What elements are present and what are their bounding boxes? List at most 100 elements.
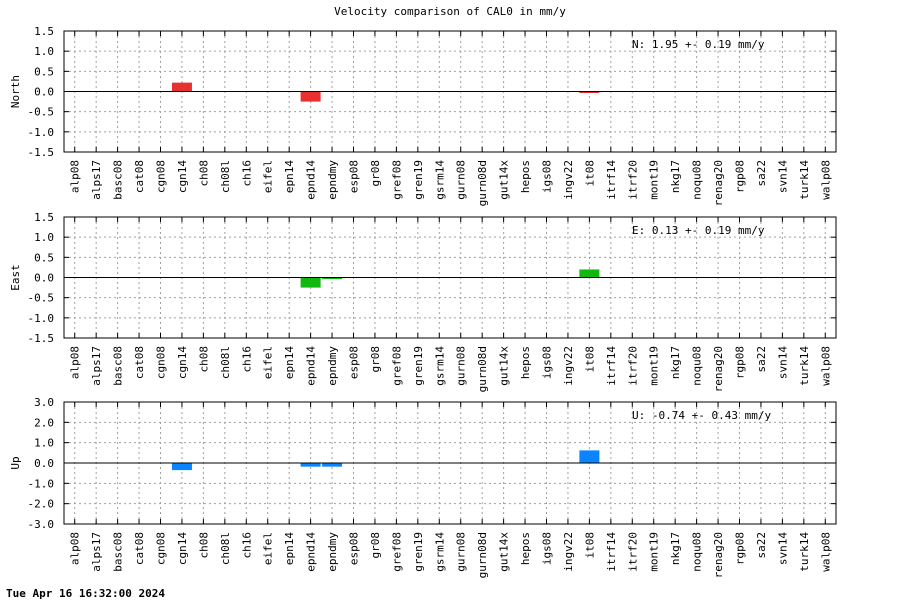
x-tick-label: gren19 [412,346,425,386]
x-tick-label: noqu08 [691,532,704,572]
x-tick-label: cgn14 [176,160,189,193]
x-tick-label: walp08 [819,160,832,200]
bar-epnd14 [300,463,321,467]
bar-cgn14 [171,463,192,471]
x-tick-label: svn14 [776,346,789,379]
x-tick-label: epndmy [326,346,339,386]
x-tick-label: gut14x [498,346,511,386]
x-tick-label: gren19 [412,160,425,200]
x-tick-label: nkg17 [669,532,682,565]
y-tick-label: -0.5 [28,292,55,305]
x-tick-label: svn14 [776,160,789,193]
x-tick-label: turk14 [798,160,811,200]
x-tick-label: hepos [519,346,532,379]
x-tick-label: alps17 [90,346,103,386]
velocity-annotation: U: -0.74 +- 0.43 mm/y [632,409,771,422]
x-tick-label: hepos [519,532,532,565]
x-tick-label: hepos [519,160,532,193]
y-tick-label: 0.0 [34,457,54,470]
x-tick-label: gr08 [369,160,382,187]
x-tick-label: cgn14 [176,346,189,379]
x-tick-label: mont19 [648,160,661,200]
x-tick-label: nkg17 [669,346,682,379]
x-tick-label: ch08l [219,160,232,193]
x-tick-label: it08 [583,532,596,559]
x-tick-label: rgp08 [734,532,747,565]
x-tick-label: gut14x [498,160,511,200]
x-tick-label: basc08 [112,532,125,572]
x-tick-label: gut14x [498,532,511,572]
y-tick-label: -1.0 [28,477,55,490]
x-tick-label: gurn08 [455,346,468,386]
x-tick-label: gsrm14 [433,346,446,386]
x-tick-label: cgn08 [155,346,168,379]
y-axis-label: Up [9,456,22,469]
plot-frame [63,401,837,525]
bar-epndmy [322,463,343,467]
x-tick-label: cgn08 [155,160,168,193]
x-tick-label: gurn08d [476,532,489,578]
x-tick-label: it08 [583,346,596,373]
x-tick-label: ingv22 [562,160,575,200]
x-tick-label: mont19 [648,346,661,386]
x-tick-label: ch16 [240,346,253,373]
x-tick-label: alp08 [69,532,82,565]
x-tick-label: cgn14 [176,532,189,565]
plot-frame [63,30,837,153]
x-tick-label: it08 [583,160,596,187]
x-tick-label: epndmy [326,532,339,572]
x-tick-label: igs08 [541,160,554,193]
x-tick-label: epnd14 [305,532,318,572]
x-tick-label: ch16 [240,160,253,187]
x-tick-label: mont19 [648,532,661,572]
velocity-annotation: N: 1.95 +- 0.19 mm/y [632,38,765,51]
x-tick-label: itrf20 [626,160,639,200]
y-axis-label: East [9,264,22,291]
x-tick-label: igs08 [541,346,554,379]
y-tick-label: -3.0 [28,518,55,531]
y-tick-label: 0.5 [34,251,54,264]
x-tick-label: epnd14 [305,160,318,200]
x-tick-label: turk14 [798,532,811,572]
bar-it08 [579,450,600,463]
x-tick-label: ch08 [197,346,210,373]
bar-cgn14 [171,82,192,92]
x-tick-label: alp08 [69,346,82,379]
bar-epndmy [322,277,343,279]
x-tick-label: gref08 [390,532,403,572]
bar-it08 [579,91,600,93]
x-tick-label: rgp08 [734,346,747,379]
y-tick-label: 1.5 [34,211,54,224]
chart-title: Velocity comparison of CAL0 in mm/y [334,5,566,18]
x-tick-label: noqu08 [691,160,704,200]
y-tick-label: -2.0 [28,498,55,511]
y-tick-label: -1.5 [28,332,55,345]
x-tick-label: esp08 [348,160,361,193]
x-tick-label: renag20 [712,160,725,206]
x-tick-label: alps17 [90,160,103,200]
x-tick-label: gref08 [390,346,403,386]
x-tick-label: igs08 [541,532,554,565]
x-tick-label: epnd14 [305,346,318,386]
x-tick-label: epn14 [283,346,296,379]
x-tick-label: cat08 [133,346,146,379]
x-tick-label: ch08 [197,532,210,559]
x-tick-label: gurn08 [455,160,468,200]
x-tick-label: renag20 [712,532,725,578]
x-tick-label: itrf14 [605,532,618,572]
x-tick-label: alp08 [69,160,82,193]
velocity-annotation: E: 0.13 +- 0.19 mm/y [632,224,765,237]
x-tick-label: cat08 [133,532,146,565]
x-tick-label: ch08 [197,160,210,187]
y-tick-label: 0.0 [34,86,54,99]
x-tick-label: gsrm14 [433,160,446,200]
x-tick-label: rgp08 [734,160,747,193]
y-tick-label: -1.5 [28,146,55,159]
x-tick-label: gr08 [369,532,382,559]
x-tick-label: esp08 [348,346,361,379]
x-tick-label: noqu08 [691,346,704,386]
y-tick-label: 3.0 [34,396,54,409]
x-tick-label: gurn08d [476,160,489,206]
y-tick-label: 1.0 [34,437,54,450]
x-tick-label: basc08 [112,346,125,386]
